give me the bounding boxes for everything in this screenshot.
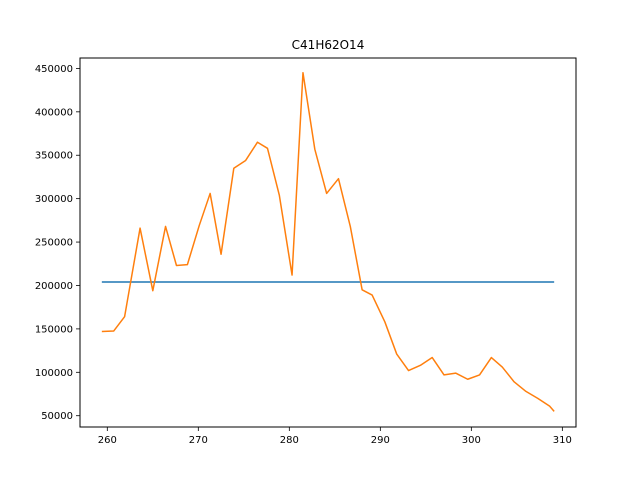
x-tick-label: 310 bbox=[553, 435, 572, 446]
series-layer bbox=[101, 72, 555, 412]
y-tick-label: 50000 bbox=[41, 411, 73, 422]
y-tick-label: 250000 bbox=[35, 238, 73, 249]
y-tick-label: 100000 bbox=[35, 368, 73, 379]
x-tick-label: 270 bbox=[189, 435, 208, 446]
series-line-2 bbox=[101, 72, 555, 412]
y-tick-label: 450000 bbox=[35, 64, 73, 75]
y-tick-label: 200000 bbox=[35, 281, 73, 292]
y-tick-label: 350000 bbox=[35, 151, 73, 162]
plot-background bbox=[80, 58, 576, 427]
x-tick-label: 290 bbox=[371, 435, 390, 446]
chart-title: C41H62O14 bbox=[292, 38, 365, 52]
y-tick-label: 400000 bbox=[35, 107, 73, 118]
x-tick-label: 260 bbox=[98, 435, 117, 446]
y-axis-ticks: 50000 100000 150000 200000 250000 300000 35000… bbox=[35, 64, 80, 422]
x-tick-label: 280 bbox=[280, 435, 299, 446]
x-axis-ticks: 260 270 280 290 300 310 bbox=[98, 427, 572, 446]
x-tick-label: 300 bbox=[462, 435, 481, 446]
y-tick-label: 150000 bbox=[35, 324, 73, 335]
y-tick-label: 300000 bbox=[35, 194, 73, 205]
plot-frame bbox=[79, 57, 577, 428]
